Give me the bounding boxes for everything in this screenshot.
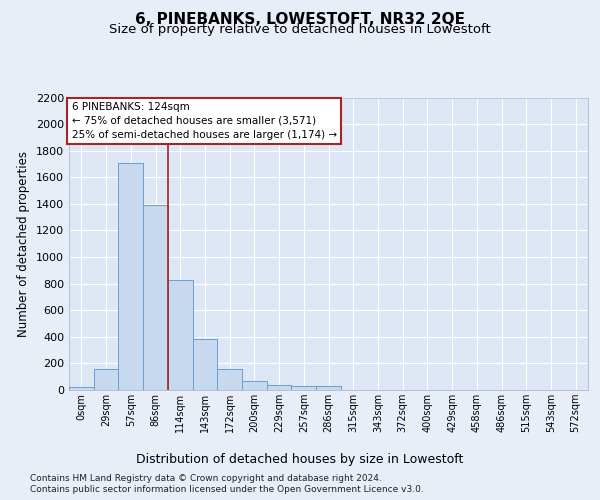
Bar [168, 280, 193, 390]
Bar [292, 386, 316, 390]
Bar [118, 162, 143, 390]
Y-axis label: Number of detached properties: Number of detached properties [17, 151, 31, 337]
Bar [193, 340, 217, 390]
Bar [193, 340, 217, 390]
Bar [242, 382, 267, 390]
Text: Contains HM Land Registry data © Crown copyright and database right 2024.: Contains HM Land Registry data © Crown c… [30, 474, 382, 483]
Bar [118, 162, 143, 390]
Text: Size of property relative to detached houses in Lowestoft: Size of property relative to detached ho… [109, 24, 491, 36]
Text: Contains public sector information licensed under the Open Government Licence v3: Contains public sector information licen… [30, 485, 424, 494]
Bar [292, 386, 316, 390]
Text: Distribution of detached houses by size in Lowestoft: Distribution of detached houses by size … [136, 452, 464, 466]
Bar [217, 368, 242, 390]
Bar [94, 370, 118, 390]
Bar [267, 385, 292, 390]
Bar [316, 386, 341, 390]
Bar [267, 385, 292, 390]
Bar [69, 388, 94, 390]
Bar [143, 205, 168, 390]
Bar [69, 388, 94, 390]
Text: 6 PINEBANKS: 124sqm
← 75% of detached houses are smaller (3,571)
25% of semi-det: 6 PINEBANKS: 124sqm ← 75% of detached ho… [71, 102, 337, 140]
Bar [168, 280, 193, 390]
Bar [316, 386, 341, 390]
Text: 6, PINEBANKS, LOWESTOFT, NR32 2QE: 6, PINEBANKS, LOWESTOFT, NR32 2QE [135, 12, 465, 28]
Bar [143, 205, 168, 390]
Bar [94, 370, 118, 390]
Bar [242, 382, 267, 390]
Bar [217, 368, 242, 390]
